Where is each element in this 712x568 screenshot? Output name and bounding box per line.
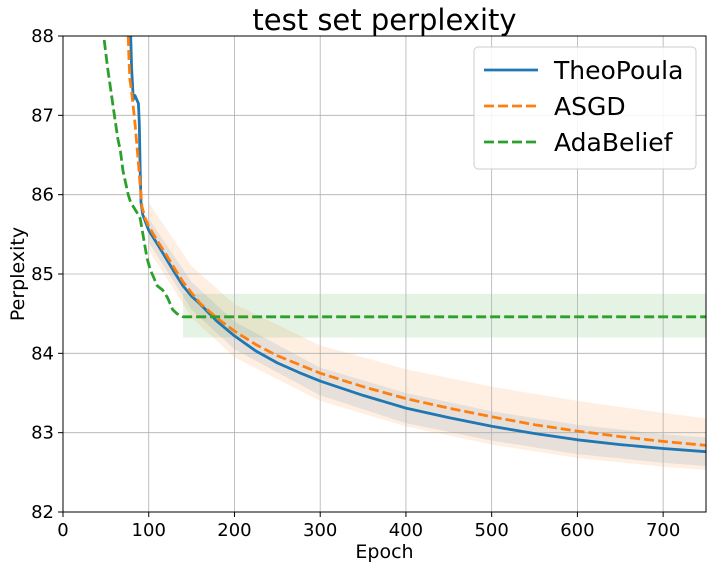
legend-box: [473, 46, 697, 170]
y-tick-label: 86: [31, 185, 54, 206]
series-line-asgd: [126, 36, 706, 447]
y-tick-label: 82: [31, 502, 54, 523]
confidence-bands: [148, 202, 706, 470]
legend-label-asgd: ASGD: [554, 92, 626, 121]
x-tick-label: 600: [560, 520, 594, 541]
x-axis-label: Epoch: [355, 541, 413, 563]
x-tick-label: 100: [132, 520, 166, 541]
x-tick-label: 700: [646, 520, 680, 541]
x-tick-label: 0: [57, 520, 68, 541]
x-tick-label: 400: [389, 520, 423, 541]
series-line-adabelief: [102, 39, 706, 319]
y-tick-label: 88: [31, 26, 54, 47]
chart-title: test set perplexity: [252, 3, 516, 37]
band-asgd: [148, 202, 706, 470]
y-axis-label: Perplexity: [7, 227, 29, 321]
x-tick-label: 500: [474, 520, 508, 541]
y-tick-label: 84: [31, 343, 54, 364]
legend: TheoPoula ASGD AdaBelief: [473, 46, 697, 170]
series-lines: [102, 36, 706, 454]
x-tick-label: 200: [217, 520, 251, 541]
y-tick-label: 87: [31, 105, 54, 126]
band-adabelief: [183, 293, 706, 338]
y-tick-label: 85: [31, 264, 54, 285]
axis-ticks: 0 100 200 300 400 500 600 700 82 83 84 85 86 87 88: [31, 26, 680, 541]
y-tick-label: 83: [31, 423, 54, 444]
series-line-theopoula: [129, 36, 706, 454]
legend-label-theopoula: TheoPoula: [553, 56, 683, 85]
x-tick-label: 300: [303, 520, 337, 541]
legend-label-adabelief: AdaBelief: [554, 128, 674, 157]
